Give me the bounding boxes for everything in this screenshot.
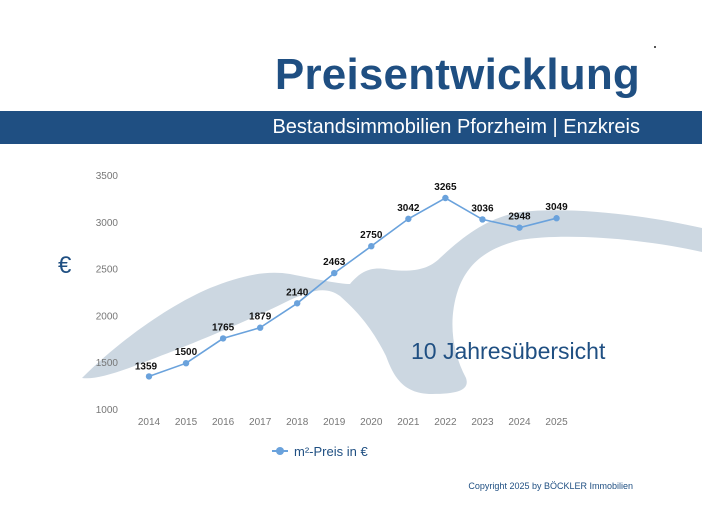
series-m2-preis: 1359 1500 1765 1879 2140 2463 2750 3042 3265 3036…	[135, 182, 568, 380]
copyright-note: Copyright 2025 by BÖCKLER Immobilien	[468, 481, 633, 491]
page-title: Preisentwicklung	[274, 50, 640, 99]
decorative-dot	[654, 46, 656, 48]
data-point	[405, 215, 412, 223]
x-tick-label: 2018	[286, 417, 309, 428]
data-point	[516, 224, 523, 231]
legend-marker-icon	[272, 446, 288, 456]
data-label: 1359	[135, 361, 158, 372]
x-tick-label: 2016	[212, 417, 235, 428]
y-tick-label: 1000	[96, 405, 119, 416]
page-subtitle: Bestandsimmobilien Pforzheim | Enzkreis	[272, 116, 640, 138]
data-point	[145, 373, 153, 380]
y-tick-label: 3500	[96, 171, 119, 182]
x-tick-label: 2017	[249, 417, 272, 428]
x-tick-label: 2014	[138, 417, 161, 428]
x-tick-label: 2025	[545, 417, 568, 428]
legend-label: m²-Preis in €	[294, 443, 368, 459]
y-axis: 1000 1500 2000 2500 3000 3500	[96, 171, 119, 416]
data-point	[479, 216, 486, 223]
data-label: 2948	[508, 212, 531, 223]
data-label: 1765	[212, 322, 235, 333]
y-tick-label: 3000	[96, 218, 119, 229]
currency-symbol: €	[58, 252, 72, 279]
x-tick-label: 2019	[323, 417, 346, 428]
data-point	[294, 300, 301, 307]
x-tick-label: 2022	[434, 417, 457, 428]
legend: m²-Preis in €	[272, 443, 368, 459]
data-label: 2140	[286, 287, 309, 298]
data-point	[219, 335, 227, 342]
data-label: 3049	[545, 202, 568, 213]
data-label: 2750	[360, 230, 383, 241]
subtitle-band	[0, 111, 702, 144]
data-point	[553, 215, 560, 222]
data-label: 3042	[397, 203, 420, 214]
x-tick-label: 2021	[397, 417, 420, 428]
data-point	[368, 243, 375, 250]
x-tick-label: 2020	[360, 417, 383, 428]
y-tick-label: 2500	[96, 265, 119, 276]
data-label: 1500	[175, 347, 198, 358]
data-label: 3265	[434, 182, 457, 193]
x-tick-label: 2015	[175, 417, 198, 428]
y-tick-label: 2000	[96, 311, 119, 322]
data-label: 3036	[471, 203, 494, 214]
data-label: 2463	[323, 257, 346, 268]
y-tick-label: 1500	[96, 358, 119, 369]
x-tick-label: 2024	[508, 417, 531, 428]
series-line	[148, 197, 557, 378]
x-axis: 2014 2015 2016 2017 2018 2019 2020 2021 2022 2023…	[138, 417, 568, 428]
data-point	[256, 324, 264, 331]
bird-silhouette-shape	[82, 210, 702, 394]
data-point	[182, 360, 190, 367]
data-point	[442, 194, 449, 202]
data-point	[331, 269, 338, 277]
data-label: 1879	[249, 312, 272, 323]
overlay-caption: 10 Jahresübersicht	[411, 338, 606, 364]
x-tick-label: 2023	[471, 417, 494, 428]
